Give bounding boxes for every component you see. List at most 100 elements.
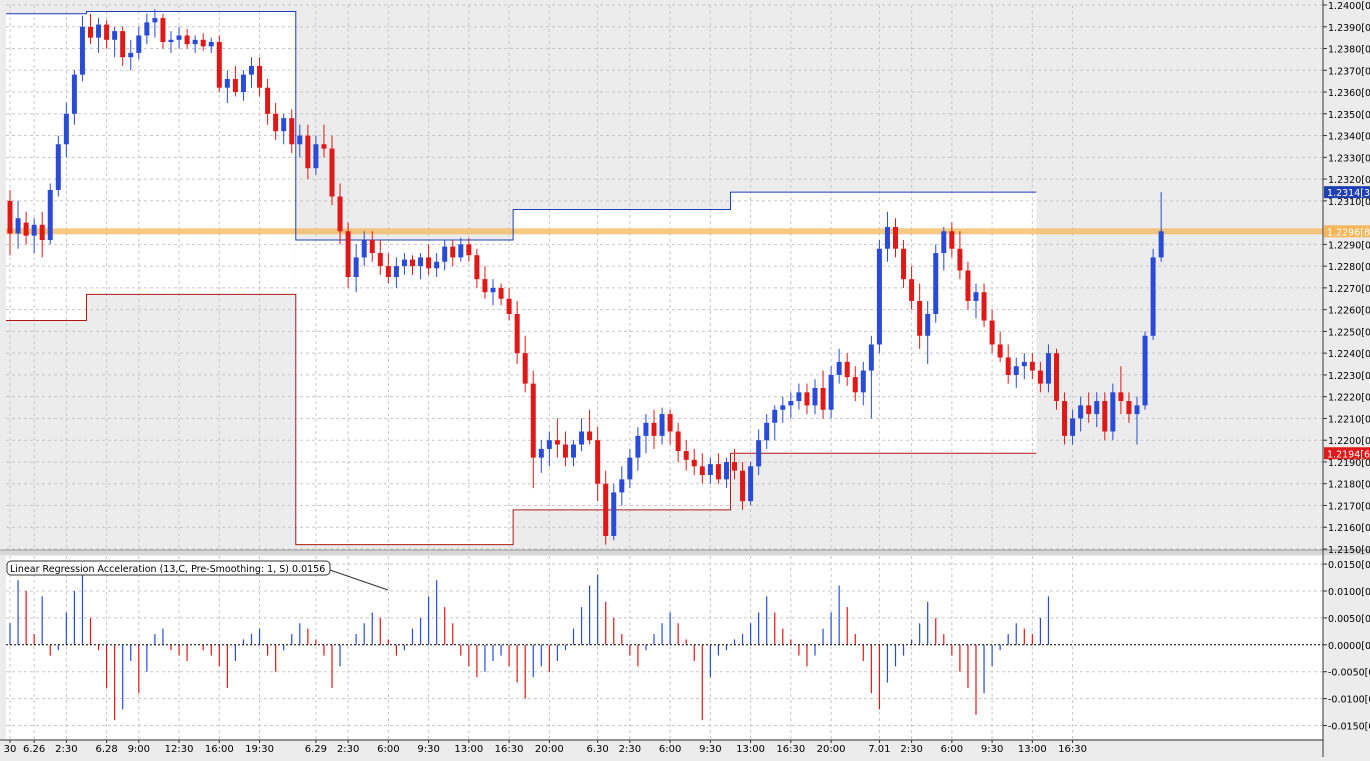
candle-body[interactable] (329, 148, 335, 197)
candle-body[interactable] (265, 87, 271, 114)
candle-body[interactable] (1158, 231, 1164, 258)
candle-body[interactable] (957, 248, 963, 271)
candle-body[interactable] (1005, 357, 1011, 375)
candle-body[interactable] (901, 248, 907, 280)
candle-body[interactable] (1102, 401, 1108, 432)
candle-body[interactable] (973, 292, 979, 301)
candle-body[interactable] (442, 246, 448, 262)
candle-body[interactable] (659, 414, 665, 436)
candle-body[interactable] (47, 189, 53, 241)
candle-body[interactable] (1142, 335, 1148, 406)
candle-body[interactable] (699, 466, 705, 476)
candle-body[interactable] (224, 78, 230, 88)
candle-body[interactable] (385, 266, 391, 277)
candle-body[interactable] (104, 24, 110, 40)
candle-body[interactable] (893, 226, 898, 249)
candle-body[interactable] (1021, 361, 1027, 367)
candle-body[interactable] (748, 466, 754, 502)
candle-body[interactable] (1118, 392, 1124, 402)
candle-body[interactable] (401, 259, 407, 267)
candle-body[interactable] (683, 451, 689, 460)
candle-body[interactable] (168, 39, 174, 42)
candle-body[interactable] (562, 444, 568, 458)
candle-body[interactable] (603, 483, 609, 536)
candle-body[interactable] (79, 26, 85, 75)
candle-body[interactable] (498, 287, 504, 299)
candle-body[interactable] (941, 231, 947, 254)
candle-body[interactable] (345, 231, 351, 277)
candle-body[interactable] (764, 422, 770, 441)
candle-body[interactable] (1110, 392, 1116, 432)
candle-body[interactable] (249, 65, 254, 75)
candle-body[interactable] (917, 300, 923, 336)
candle-body[interactable] (989, 320, 995, 345)
candle-body[interactable] (981, 292, 987, 321)
candle-body[interactable] (836, 361, 842, 375)
candle-body[interactable] (353, 257, 359, 277)
candle-body[interactable] (313, 144, 319, 169)
candle-body[interactable] (23, 222, 29, 236)
candle-body[interactable] (788, 401, 794, 406)
candle-body[interactable] (1037, 370, 1043, 384)
candle-body[interactable] (667, 414, 673, 432)
candle-body[interactable] (152, 18, 158, 23)
candle-body[interactable] (860, 370, 866, 393)
candle-body[interactable] (643, 422, 649, 436)
candle-body[interactable] (933, 253, 939, 314)
candle-body[interactable] (756, 440, 762, 467)
candle-body[interactable] (635, 435, 641, 458)
candle-body[interactable] (828, 374, 834, 410)
candle-body[interactable] (1126, 401, 1132, 415)
candle-body[interactable] (812, 387, 818, 406)
candle-body[interactable] (55, 144, 61, 190)
candle-body[interactable] (474, 255, 480, 280)
candle-body[interactable] (426, 257, 432, 269)
candle-body[interactable] (587, 431, 593, 441)
candle-body[interactable] (1086, 405, 1092, 415)
candle-body[interactable] (216, 41, 222, 88)
candle-body[interactable] (965, 270, 971, 301)
candle-body[interactable] (772, 409, 778, 423)
candle-body[interactable] (31, 224, 37, 236)
candle-body[interactable] (949, 231, 955, 249)
candle-body[interactable] (482, 279, 488, 293)
candle-body[interactable] (112, 31, 118, 40)
candle-body[interactable] (619, 479, 625, 493)
candle-body[interactable] (595, 440, 601, 484)
candle-body[interactable] (184, 35, 190, 45)
candle-body[interactable] (361, 240, 367, 258)
candle-body[interactable] (997, 344, 1003, 358)
candle-body[interactable] (321, 144, 327, 149)
candle-body[interactable] (281, 118, 287, 132)
candle-body[interactable] (200, 39, 206, 47)
candle-body[interactable] (208, 41, 214, 47)
candle-body[interactable] (1134, 405, 1140, 415)
candle-body[interactable] (1013, 366, 1019, 375)
candle-body[interactable] (369, 240, 375, 254)
candle-body[interactable] (844, 361, 850, 378)
candle-body[interactable] (96, 24, 102, 38)
candle-body[interactable] (88, 26, 93, 38)
candle-body[interactable] (273, 113, 279, 132)
candle-body[interactable] (434, 261, 440, 269)
candle-body[interactable] (715, 464, 721, 480)
candle-body[interactable] (289, 118, 295, 145)
candle-body[interactable] (506, 298, 512, 314)
candle-body[interactable] (15, 218, 21, 234)
candle-body[interactable] (579, 431, 585, 445)
candle-body[interactable] (627, 457, 633, 480)
candle-body[interactable] (1045, 353, 1051, 384)
candle-body[interactable] (1062, 401, 1068, 436)
candle-body[interactable] (707, 464, 713, 476)
candle-body[interactable] (410, 259, 415, 267)
candle-body[interactable] (538, 448, 544, 458)
candle-body[interactable] (740, 470, 746, 502)
candle-body[interactable] (1094, 401, 1100, 415)
candle-body[interactable] (804, 392, 810, 406)
candle-body[interactable] (1054, 353, 1059, 402)
candle-body[interactable] (1150, 257, 1156, 336)
candle-body[interactable] (144, 22, 150, 36)
candle-body[interactable] (466, 244, 472, 256)
candle-body[interactable] (490, 287, 496, 293)
candle-body[interactable] (909, 279, 915, 301)
